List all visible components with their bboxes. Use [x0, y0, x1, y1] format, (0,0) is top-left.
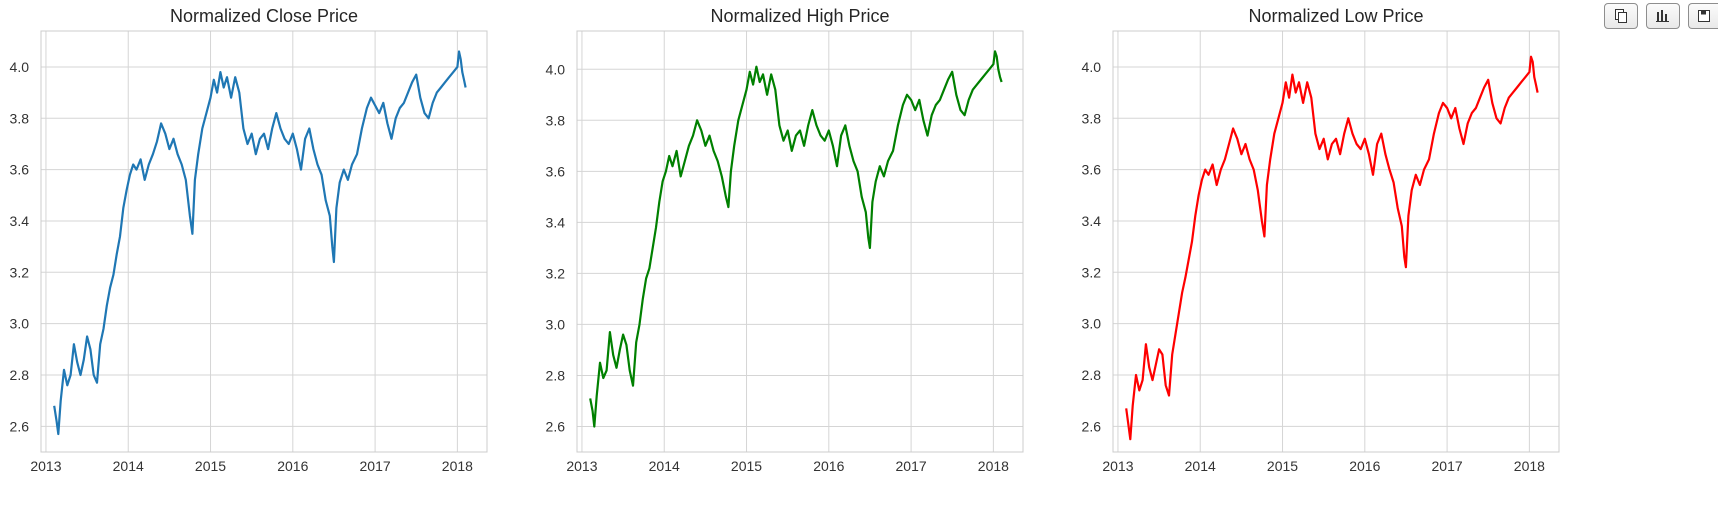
chart-title: Normalized High Price	[710, 6, 889, 26]
y-tick-label: 3.4	[10, 213, 30, 229]
copy-icon	[1614, 8, 1628, 24]
series-line	[1125, 55, 1539, 441]
x-tick-label: 2017	[1432, 458, 1463, 474]
y-tick-label: 3.0	[10, 316, 30, 332]
x-tick-label: 2016	[1349, 458, 1380, 474]
y-tick-label: 3.8	[1082, 110, 1102, 126]
axes-frame	[40, 30, 488, 453]
x-tick-label: 2014	[1185, 458, 1216, 474]
bar-chart-button[interactable]	[1646, 3, 1680, 29]
axes-frame	[576, 30, 1024, 453]
y-tick-label: 2.6	[10, 418, 30, 434]
y-tick-label: 3.0	[546, 316, 566, 332]
y-tick-label: 3.6	[1082, 162, 1102, 178]
y-tick-label: 3.2	[10, 264, 30, 280]
axes-frame	[1112, 30, 1560, 453]
x-tick-label: 2015	[1267, 458, 1298, 474]
save-button[interactable]	[1688, 3, 1718, 29]
y-tick-label: 3.2	[1082, 264, 1102, 280]
x-tick-label: 2013	[30, 458, 61, 474]
bar-chart-icon	[1655, 9, 1671, 23]
y-tick-label: 3.8	[10, 110, 30, 126]
figure-toolbar	[1604, 3, 1718, 29]
y-tick-label: 3.2	[546, 265, 566, 281]
x-tick-label: 2016	[813, 458, 844, 474]
save-icon	[1697, 9, 1711, 23]
copy-button[interactable]	[1604, 3, 1638, 29]
x-tick-label: 2018	[1514, 458, 1545, 474]
y-tick-label: 2.8	[1082, 367, 1102, 383]
x-tick-label: 2016	[277, 458, 308, 474]
y-tick-label: 2.8	[546, 367, 566, 383]
y-tick-label: 3.8	[546, 112, 566, 128]
y-tick-label: 4.0	[10, 59, 30, 75]
x-tick-label: 2018	[978, 458, 1009, 474]
y-tick-label: 2.8	[10, 367, 30, 383]
y-tick-label: 3.6	[546, 163, 566, 179]
x-tick-label: 2018	[442, 458, 473, 474]
x-tick-label: 2015	[195, 458, 226, 474]
x-tick-label: 2013	[566, 458, 597, 474]
y-tick-label: 4.0	[546, 61, 566, 77]
subplot-3: 2013 2014 2015 2016 2017 2018 2.6 2.8 3.0 3.2 3.4 3…	[1082, 6, 1560, 474]
y-tick-label: 2.6	[1082, 418, 1102, 434]
y-tick-label: 2.6	[546, 418, 566, 434]
x-tick-label: 2014	[649, 458, 680, 474]
x-tick-label: 2017	[360, 458, 391, 474]
x-tick-label: 2017	[896, 458, 927, 474]
y-tick-label: 3.0	[1082, 316, 1102, 332]
subplot-2: 2013 2014 2015 2016 2017 2018 2.6 2.8 3.0 3.2 3.4 3…	[546, 6, 1024, 474]
y-tick-label: 3.4	[546, 214, 566, 230]
y-tick-label: 4.0	[1082, 59, 1102, 75]
y-tick-label: 3.4	[1082, 213, 1102, 229]
x-tick-label: 2015	[731, 458, 762, 474]
y-tick-label: 3.6	[10, 162, 30, 178]
chart-title: Normalized Low Price	[1248, 6, 1423, 26]
chart-title: Normalized Close Price	[170, 6, 358, 26]
series-line	[53, 50, 467, 436]
x-tick-label: 2013	[1102, 458, 1133, 474]
subplot-1: 2013 2014 2015 2016 2017 2018 2.6 2.8 3.0 3.2 3.4 3…	[10, 6, 488, 474]
series-line	[589, 50, 1003, 428]
x-tick-label: 2014	[113, 458, 144, 474]
